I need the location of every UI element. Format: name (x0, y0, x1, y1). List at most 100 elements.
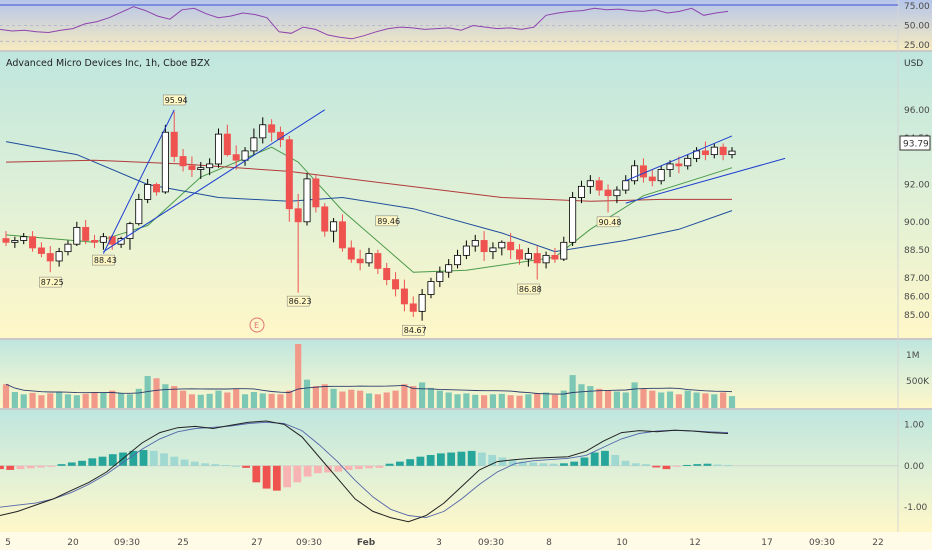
volume-bar (73, 395, 80, 408)
trendline-3 (625, 135, 733, 182)
candle-body (524, 253, 532, 260)
candle-body (170, 131, 178, 157)
candle-body (347, 247, 355, 260)
candle-body (586, 180, 594, 187)
price-annotation: 89.46 (377, 217, 400, 226)
price-annotation: 87.25 (41, 278, 64, 287)
candle-body (498, 241, 506, 249)
macd-histogram-bar (662, 465, 671, 470)
macd-histogram-bar (252, 465, 261, 483)
candle-body (338, 221, 346, 249)
macd-histogram-bar (416, 456, 425, 466)
candle-body (604, 189, 612, 197)
volume-bar (383, 392, 390, 408)
macd-histogram-bar (724, 464, 732, 466)
candle-body (684, 157, 692, 167)
macd-histogram-bar (672, 465, 681, 467)
volume-bar (312, 386, 319, 408)
volume-bar (339, 391, 346, 408)
volume-bar (596, 388, 603, 408)
candle-body (197, 167, 205, 170)
volume-bar (135, 388, 142, 408)
candle-body (64, 243, 72, 253)
macd-pane-bg (0, 410, 932, 532)
candle-body (569, 197, 577, 243)
macd-histogram-bar (272, 465, 281, 491)
candle-body (675, 163, 683, 167)
macd-tick-label: 0.00 (904, 462, 924, 472)
macd-histogram-bar (457, 451, 466, 466)
macd-histogram-bar (406, 459, 415, 466)
macd-histogram-bar (365, 465, 374, 469)
macd-histogram-bar (149, 450, 158, 466)
candle-body (241, 150, 249, 161)
volume-bar (38, 395, 45, 408)
volume-bar (224, 392, 231, 408)
macd-histogram-bar (703, 463, 712, 466)
candle-body (462, 245, 470, 256)
earnings-marker-label: E (254, 321, 259, 330)
macd-histogram-bar (129, 450, 138, 466)
time-tick-label: 10 (616, 538, 628, 548)
candle-body (144, 184, 152, 200)
volume-bar (277, 394, 284, 408)
volume-bar (171, 386, 178, 408)
candle-body (427, 281, 435, 295)
volume-bar (534, 393, 541, 408)
candle-body (622, 180, 630, 191)
macd-histogram-bar (170, 456, 179, 466)
volume-bar (401, 384, 408, 408)
candle-body (551, 254, 559, 260)
candle-body (631, 165, 639, 182)
macd-histogram-bar (160, 453, 168, 466)
candle-body (285, 139, 293, 210)
macd-histogram-bar (37, 465, 45, 468)
price-annotation: 86.23 (289, 297, 312, 306)
time-tick-label: 25 (177, 538, 188, 548)
macd-histogram-bar (108, 454, 117, 466)
macd-histogram-bar (6, 465, 15, 470)
volume-bar (82, 393, 89, 408)
candle-body (445, 264, 453, 273)
macd-histogram-bar (529, 462, 538, 466)
macd-histogram-bar (560, 463, 568, 466)
volume-bar (56, 391, 63, 408)
candle-body (37, 247, 45, 254)
earnings-marker-icon[interactable] (249, 317, 265, 333)
candle-body (666, 163, 674, 170)
volume-bar (410, 386, 417, 408)
macd-histogram-bar (508, 459, 517, 466)
volume-bar (11, 392, 18, 408)
candle-body (268, 124, 276, 133)
volume-bar (91, 392, 98, 408)
volume-bar (640, 388, 647, 408)
candle-body (356, 258, 364, 264)
rsi-line (0, 6, 729, 40)
candle-body (454, 254, 462, 266)
last-price-tag-bg (899, 135, 931, 151)
volume-bar (675, 394, 682, 408)
volume-bar (321, 384, 328, 408)
time-tick-label: 27 (251, 538, 262, 548)
volume-bar (472, 394, 479, 408)
candle-body (232, 154, 240, 161)
macd-histogram-bar (78, 460, 86, 466)
macd-histogram-bar (467, 450, 476, 466)
macd-histogram-bar (375, 465, 384, 468)
macd-histogram-bar (437, 453, 445, 466)
volume-pane (2, 344, 736, 408)
volume-bar (649, 390, 656, 408)
volume-bar (286, 390, 293, 408)
macd-histogram-bar (26, 465, 35, 469)
price-annotation-box (596, 216, 620, 228)
price-tick-label: 85.00 (904, 311, 930, 321)
last-price-tag: 93.79 (903, 140, 929, 150)
candle-body (321, 206, 329, 232)
candle-body (2, 238, 10, 243)
macd-histogram-bar (488, 455, 497, 466)
macd-histogram-bar (139, 450, 148, 466)
rsi-pane-bg (0, 0, 932, 50)
volume-bar (507, 395, 514, 408)
macd-histogram-bar (231, 465, 240, 467)
